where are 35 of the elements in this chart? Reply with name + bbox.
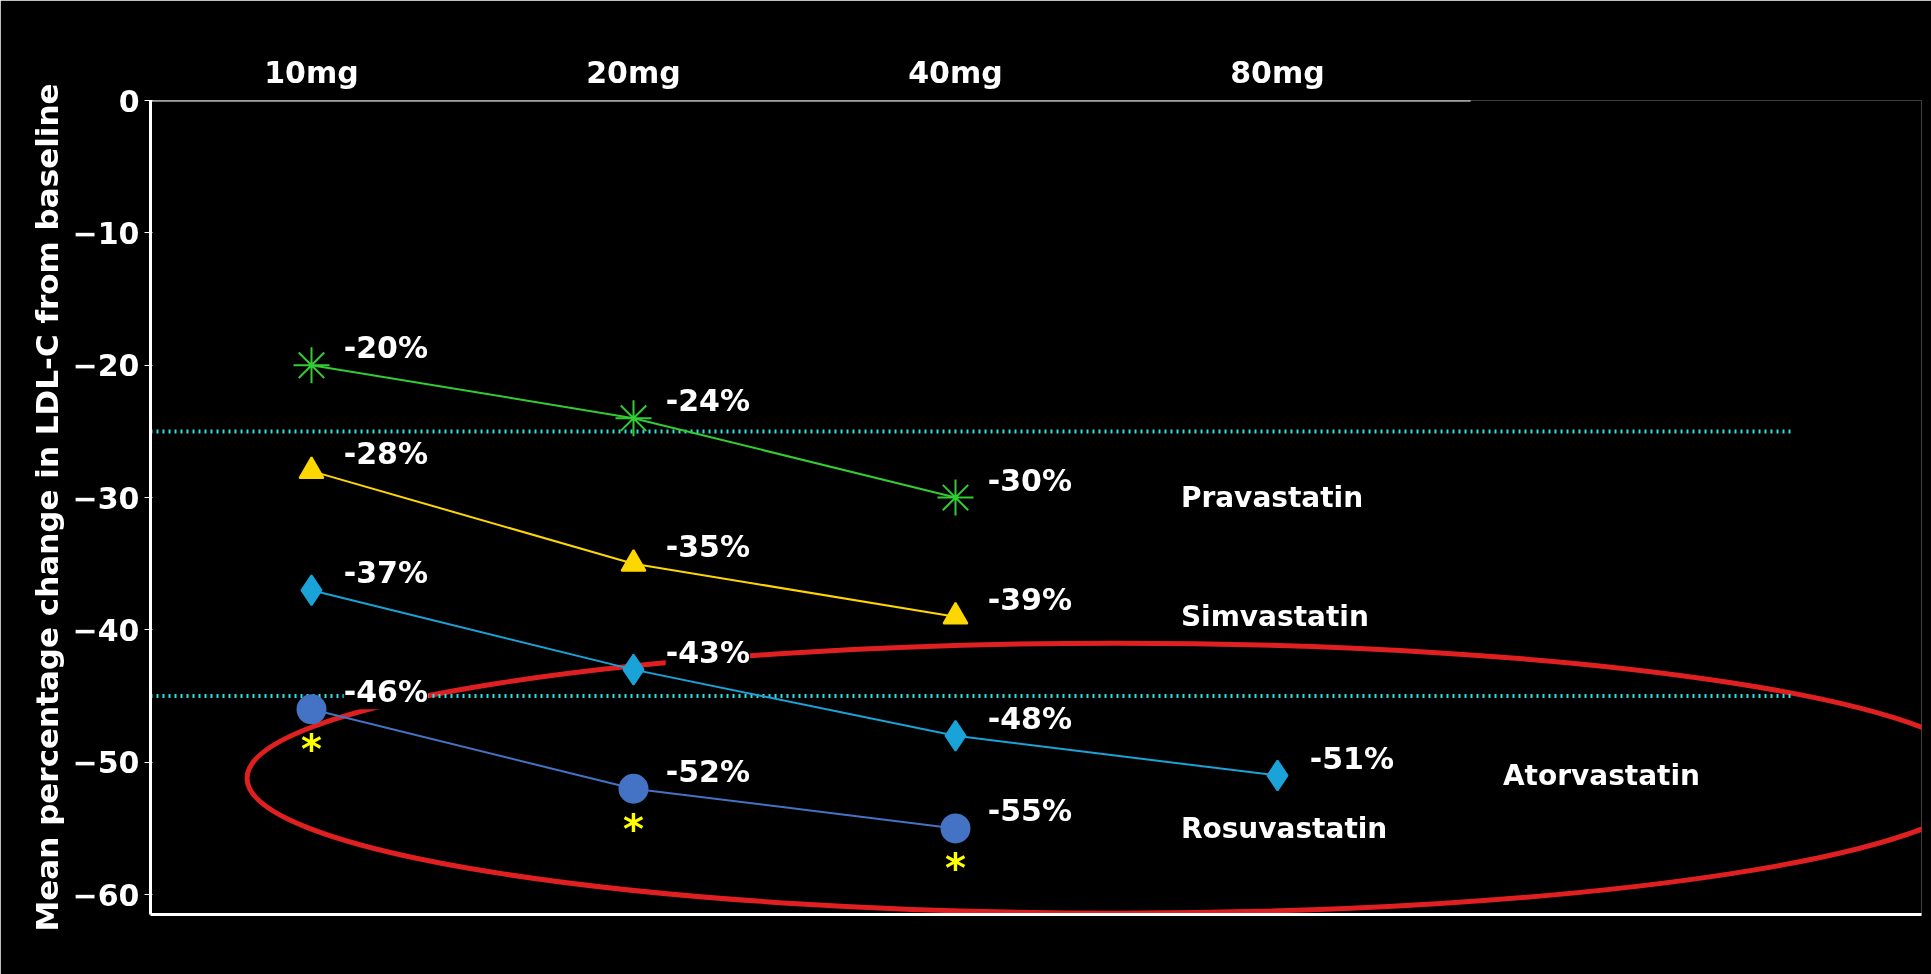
data-label: -30% (987, 462, 1072, 498)
data-label: -51% (1309, 740, 1394, 776)
data-label: -28% (343, 436, 428, 472)
point (940, 813, 971, 844)
data-label: -55% (987, 793, 1072, 829)
data-label: -35% (665, 528, 750, 564)
annotation: * (623, 805, 645, 852)
data-label: -39% (987, 581, 1072, 617)
data-label: -48% (987, 700, 1072, 736)
text: Pravastatin (1180, 481, 1364, 515)
y-tick-label: −60 (72, 877, 140, 913)
point (618, 773, 649, 804)
y-axis-title: Mean percentage change in LDL-C from baseline (28, 83, 65, 932)
text: Rosuvastatin (1180, 811, 1388, 845)
annotation: * (945, 845, 967, 892)
y-tick-label: −50 (72, 745, 140, 781)
y-tick-label: −10 (72, 215, 140, 251)
data-label: -46% (343, 674, 428, 710)
text: Atorvastatin (1502, 759, 1701, 793)
text: Simvastatin (1180, 600, 1369, 634)
x-tick-label: 10mg (264, 54, 359, 90)
point (296, 694, 327, 725)
annotation: * (301, 726, 323, 773)
y-tick-label: −40 (72, 612, 140, 648)
y-tick-label: 0 (118, 83, 140, 119)
x-tick-label: 40mg (908, 54, 1003, 90)
data-label: -20% (343, 330, 428, 366)
y-tick-label: −30 (72, 480, 140, 516)
data-label: -37% (343, 555, 428, 591)
x-tick-label: 20mg (586, 54, 681, 90)
data-label: -52% (665, 753, 750, 789)
y-tick-label: −20 (72, 348, 140, 384)
data-label: -43% (665, 634, 750, 670)
data-label: -24% (665, 383, 750, 419)
x-tick-label: 80mg (1230, 54, 1325, 90)
